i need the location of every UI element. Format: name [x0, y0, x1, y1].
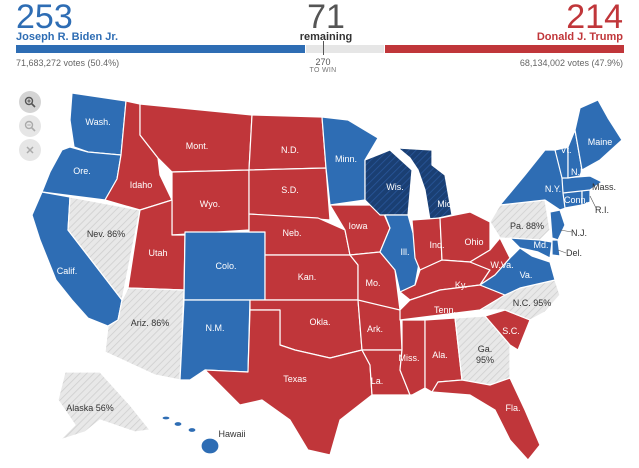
label-texas: Texas: [283, 374, 307, 384]
zoom-in-icon: [24, 96, 36, 108]
label-nev: Nev. 86%: [87, 229, 125, 239]
label-la: La.: [371, 376, 384, 386]
label-alaska: Alaska 56%: [66, 403, 114, 413]
label-ark: Ark.: [367, 324, 383, 334]
label-nc: N.C. 95%: [513, 298, 552, 308]
label-sd: S.D.: [281, 185, 299, 195]
label-minn: Minn.: [335, 154, 357, 164]
state-mass[interactable]: [561, 175, 603, 194]
state-nh[interactable]: [567, 129, 583, 179]
label-ohio: Ohio: [464, 237, 483, 247]
label-kan: Kan.: [298, 272, 317, 282]
trump-electoral-votes: 214: [566, 0, 623, 36]
label-neb: Neb.: [282, 228, 301, 238]
label-miss: Miss.: [399, 353, 420, 363]
label-mont: Mont.: [186, 141, 209, 151]
label-md: Md.: [533, 240, 548, 250]
label-wyo: Wyo.: [200, 199, 220, 209]
label-hawaii: Hawaii: [218, 429, 245, 439]
label-mo: Mo.: [365, 278, 380, 288]
label-nm: N.M.: [206, 323, 225, 333]
label-ny: N.Y.: [545, 184, 561, 194]
label-tenn: Tenn.: [434, 305, 456, 315]
label-nj: N.J.: [571, 228, 587, 238]
label-mich: Mich.: [437, 199, 459, 209]
state-texas[interactable]: [204, 309, 373, 456]
label-calif: Calif.: [57, 266, 78, 276]
biden-bar: [16, 45, 305, 53]
zoom-out-icon: [24, 120, 36, 132]
label-ind: Ind.: [429, 240, 444, 250]
state-pa[interactable]: [489, 199, 551, 241]
label-ky: Ky.: [455, 280, 467, 290]
state-nj[interactable]: [549, 209, 566, 241]
state-sc[interactable]: [484, 309, 531, 351]
state-va[interactable]: [479, 247, 556, 296]
label-va: Va.: [520, 270, 533, 280]
threshold-number: 270: [315, 57, 331, 67]
threshold-line: [323, 41, 324, 55]
trump-name: Donald J. Trump: [536, 31, 623, 43]
label-nd: N.D.: [281, 145, 299, 155]
label-wis: Wis.: [386, 182, 404, 192]
state-hawaii[interactable]: [161, 415, 220, 455]
label-ga: Ga.: [478, 344, 493, 354]
label-maine: Maine: [588, 137, 613, 147]
label-utah: Utah: [148, 248, 167, 258]
label-ore: Ore.: [73, 166, 91, 176]
label-iowa: Iowa: [348, 221, 367, 231]
label-conn: Conn.: [564, 195, 588, 205]
remaining-label: remaining: [299, 31, 353, 43]
state-maine[interactable]: [574, 99, 623, 171]
label-vt: Vt.: [560, 145, 571, 155]
label-ala: Ala.: [432, 350, 448, 360]
label-idaho: Idaho: [130, 180, 153, 190]
remaining-bar: [306, 45, 384, 53]
label-ill: Ill.: [401, 247, 410, 257]
trump-popular-votes: 68,134,002 votes (47.9%): [519, 58, 623, 68]
electoral-tally: 253 Joseph R. Biden Jr. 71 remaining 214…: [0, 0, 639, 80]
label-nh: N.H.: [571, 167, 589, 177]
state-sd[interactable]: [248, 167, 331, 221]
label-sc: S.C.: [502, 326, 520, 336]
close-icon: [26, 146, 34, 154]
biden-popular-votes: 71,683,272 votes (50.4%): [16, 58, 120, 68]
state-alaska[interactable]: [57, 371, 151, 441]
state-md[interactable]: [509, 237, 553, 259]
label-wash: Wash.: [85, 117, 110, 127]
us-election-map: Wash. Ore. Calif. Nev. 86% Idaho Mont. W…: [31, 92, 623, 461]
label-ri: R.I.: [595, 205, 609, 215]
biden-name: Joseph R. Biden Jr.: [16, 31, 119, 43]
label-wva: W.Va.: [490, 260, 513, 270]
zoom-in-button[interactable]: [19, 91, 41, 113]
label-okla: Okla.: [309, 317, 330, 327]
label-del: Del.: [566, 248, 582, 258]
remaining-electoral-votes: 71: [307, 0, 345, 36]
label-ariz: Ariz. 86%: [131, 318, 170, 328]
state-del[interactable]: [551, 239, 561, 257]
zoom-out-button[interactable]: [19, 115, 41, 137]
label-ga-pct: 95%: [476, 355, 494, 365]
label-mass: Mass.: [592, 182, 616, 192]
label-pa: Pa. 88%: [510, 221, 544, 231]
label-fla: Fla.: [505, 403, 520, 413]
trump-bar: [385, 45, 624, 53]
label-colo: Colo.: [215, 261, 236, 271]
state-nev[interactable]: [67, 196, 141, 301]
state-fla[interactable]: [431, 377, 541, 461]
state-nm[interactable]: [179, 299, 251, 381]
state-nd[interactable]: [248, 114, 327, 171]
threshold-label: TO WIN: [309, 67, 337, 74]
reset-button[interactable]: [19, 139, 41, 161]
biden-electoral-votes: 253: [16, 0, 73, 36]
